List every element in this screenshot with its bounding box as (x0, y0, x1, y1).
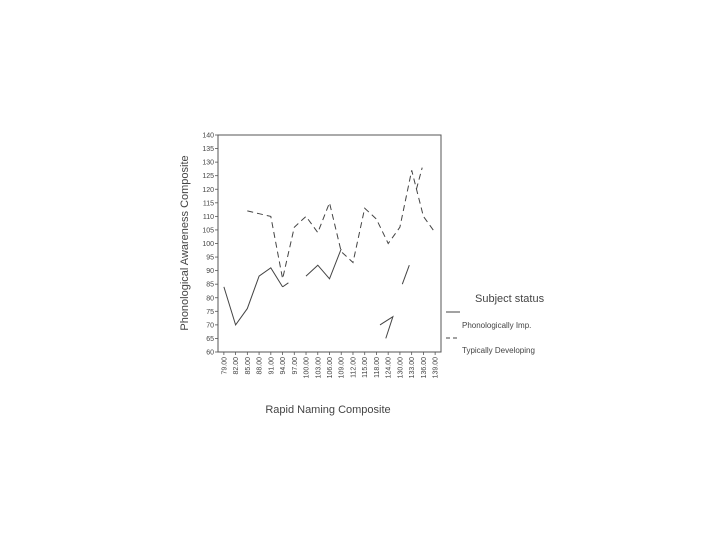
x-tick-label: 103.00 (315, 357, 322, 379)
x-tick-label: 133.00 (409, 357, 416, 379)
y-tick-label: 70 (206, 322, 214, 329)
x-tick-label: 94.00 (280, 357, 287, 375)
y-tick-label: 130 (202, 160, 214, 167)
series-layer (223, 167, 436, 339)
x-tick-label: 130.00 (397, 357, 404, 379)
x-tick-label: 97.00 (292, 357, 299, 375)
series-line-0 (305, 248, 342, 280)
series-line-0 (223, 267, 284, 327)
y-tick-label: 80 (206, 295, 214, 302)
series-fragment-0 (282, 282, 289, 288)
y-tick-label: 100 (202, 241, 214, 248)
y-tick-label: 65 (206, 336, 214, 343)
y-tick-label: 115 (203, 200, 214, 207)
y-tick-label: 105 (202, 227, 214, 234)
y-tick-label: 95 (206, 255, 214, 262)
legend-label-typically-developing: Typically Developing (462, 346, 535, 355)
x-tick-label: 91.00 (268, 357, 275, 375)
y-axis: 60 65 70 75 80 85 90 95 100 105 110 115 120 125 130 135… (202, 133, 218, 357)
legend-label-phonologically-imp: Phonologically Imp. (462, 321, 531, 330)
x-tick-label: 85.00 (245, 357, 252, 375)
legend-title: Subject status (475, 293, 545, 305)
series-line-1 (247, 170, 436, 279)
plot-area (217, 134, 442, 353)
legend: Subject status Phonologically Imp. Typic… (446, 293, 545, 355)
x-tick-label: 139.00 (433, 357, 440, 379)
x-tick-label: 88.00 (257, 357, 264, 375)
x-tick-label: 124.00 (386, 357, 393, 379)
y-tick-label: 135 (202, 146, 214, 153)
series-fragment-0 (379, 315, 394, 339)
y-tick-label: 125 (202, 173, 214, 180)
x-tick-label: 106.00 (327, 357, 334, 379)
y-tick-label: 85 (206, 282, 214, 289)
x-tick-label: 82.00 (233, 357, 240, 375)
x-tick-label: 100.00 (304, 357, 311, 379)
plot-frame-border (217, 134, 442, 353)
y-tick-label: 120 (202, 187, 214, 194)
x-axis: 79.00 82.00 85.00 88.00 91.00 94.00 97.00 100.0… (221, 352, 440, 379)
y-tick-label: 60 (206, 350, 214, 357)
x-axis-title: Rapid Naming Composite (265, 404, 390, 416)
x-tick-label: 118.00 (374, 357, 381, 378)
x-tick-label: 79.00 (221, 357, 228, 375)
y-tick-label: 75 (206, 309, 214, 316)
x-tick-label: 112.00 (350, 357, 357, 378)
x-tick-label: 109.00 (339, 357, 346, 379)
series-fragment-1 (415, 167, 423, 190)
y-axis-title: Phonological Awareness Composite (179, 155, 191, 330)
series-fragment-0 (401, 265, 410, 285)
y-tick-label: 110 (203, 214, 214, 221)
y-tick-label: 90 (206, 268, 214, 275)
x-tick-label: 136.00 (421, 357, 428, 379)
x-tick-label: 115.00 (362, 357, 369, 378)
y-tick-label: 140 (202, 133, 214, 140)
